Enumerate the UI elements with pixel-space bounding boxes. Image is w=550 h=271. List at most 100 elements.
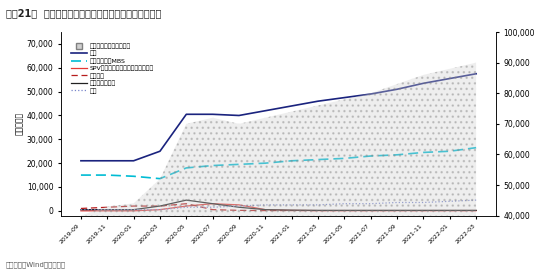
其他 xyxy=(341,202,348,205)
SPV（一级与二级信贷等特殊工具） xyxy=(420,209,427,212)
国债 xyxy=(473,72,480,75)
Line: SPV（一级与二级信贷等特殊工具）: SPV（一级与二级信贷等特殊工具） xyxy=(81,204,476,211)
央行流动性互换 xyxy=(315,209,321,212)
SPV（一级与二级信贷等特殊工具） xyxy=(394,209,400,212)
Legend: 总资产（右轴，亿美元）, 国债, 联邦机构债和MBS, SPV（一级与二级信贷等特殊工具）, 隔夜回购, 央行流动性互换, 其他: 总资产（右轴，亿美元）, 国债, 联邦机构债和MBS, SPV（一级与二级信贷等… xyxy=(69,41,157,96)
SPV（一级与二级信贷等特殊工具） xyxy=(157,208,163,211)
央行流动性互换 xyxy=(341,209,348,212)
其他 xyxy=(130,208,137,211)
其他 xyxy=(236,204,243,208)
SPV（一级与二级信贷等特殊工具） xyxy=(288,209,295,212)
国债 xyxy=(210,113,216,116)
隔夜回购 xyxy=(394,209,400,212)
Line: 隔夜回购: 隔夜回购 xyxy=(81,204,476,211)
其他 xyxy=(473,198,480,202)
隔夜回购 xyxy=(341,209,348,212)
国债 xyxy=(130,159,137,162)
隔夜回购 xyxy=(447,209,453,212)
央行流动性互换 xyxy=(210,202,216,205)
Line: 央行流动性互换: 央行流动性互换 xyxy=(81,200,476,210)
SPV（一级与二级信贷等特殊工具） xyxy=(341,209,348,212)
隔夜回购 xyxy=(104,206,111,209)
SPV（一级与二级信贷等特殊工具） xyxy=(367,209,374,212)
联邦机构债和MBS xyxy=(183,166,190,170)
隔夜回购 xyxy=(157,204,163,208)
国债 xyxy=(341,96,348,99)
国债 xyxy=(236,114,243,117)
央行流动性互换 xyxy=(183,198,190,202)
联邦机构债和MBS xyxy=(447,150,453,153)
联邦机构债和MBS xyxy=(210,164,216,167)
其他 xyxy=(288,203,295,207)
央行流动性互换 xyxy=(420,209,427,212)
央行流动性互换 xyxy=(157,204,163,208)
国债 xyxy=(315,99,321,103)
其他 xyxy=(315,203,321,207)
国债 xyxy=(447,77,453,80)
隔夜回购 xyxy=(262,209,268,212)
央行流动性互换 xyxy=(262,208,268,211)
联邦机构债和MBS xyxy=(262,162,268,165)
其他 xyxy=(447,200,453,203)
国债 xyxy=(420,82,427,85)
国债 xyxy=(104,159,111,162)
Line: 国债: 国债 xyxy=(81,74,476,161)
其他 xyxy=(420,201,427,204)
央行流动性互换 xyxy=(288,208,295,212)
其他 xyxy=(183,206,190,209)
其他 xyxy=(78,208,84,211)
其他 xyxy=(367,202,374,205)
Text: 资料来源：Wind，华泰研究: 资料来源：Wind，华泰研究 xyxy=(6,262,65,268)
央行流动性互换 xyxy=(473,209,480,212)
国债 xyxy=(394,88,400,91)
联邦机构债和MBS xyxy=(394,153,400,156)
国债 xyxy=(183,113,190,116)
SPV（一级与二级信贷等特殊工具） xyxy=(183,204,190,208)
SPV（一级与二级信贷等特殊工具） xyxy=(210,202,216,205)
隔夜回购 xyxy=(210,208,216,211)
联邦机构债和MBS xyxy=(420,151,427,154)
联邦机构债和MBS xyxy=(130,175,137,178)
其他 xyxy=(210,206,216,209)
SPV（一级与二级信贷等特殊工具） xyxy=(130,209,137,212)
SPV（一级与二级信贷等特殊工具） xyxy=(78,209,84,212)
隔夜回购 xyxy=(473,209,480,212)
国债 xyxy=(288,104,295,108)
央行流动性互换 xyxy=(130,208,137,211)
联邦机构债和MBS xyxy=(367,154,374,158)
隔夜回购 xyxy=(315,209,321,212)
Line: 其他: 其他 xyxy=(81,200,476,210)
SPV（一级与二级信贷等特殊工具） xyxy=(262,208,268,211)
联邦机构债和MBS xyxy=(236,163,243,166)
其他 xyxy=(262,203,268,207)
隔夜回购 xyxy=(183,202,190,205)
联邦机构债和MBS xyxy=(473,146,480,149)
联邦机构债和MBS xyxy=(315,158,321,161)
联邦机构债和MBS xyxy=(157,177,163,180)
联邦机构债和MBS xyxy=(78,173,84,177)
国债 xyxy=(262,109,268,112)
国债 xyxy=(367,92,374,96)
国债 xyxy=(78,159,84,162)
SPV（一级与二级信贷等特殊工具） xyxy=(447,209,453,212)
国债 xyxy=(157,150,163,153)
隔夜回购 xyxy=(367,209,374,212)
隔夜回购 xyxy=(130,204,137,208)
央行流动性互换 xyxy=(447,209,453,212)
其他 xyxy=(394,201,400,204)
联邦机构债和MBS xyxy=(341,157,348,160)
央行流动性互换 xyxy=(394,209,400,212)
央行流动性互换 xyxy=(236,206,243,209)
联邦机构债和MBS xyxy=(104,173,111,177)
SPV（一级与二级信贷等特殊工具） xyxy=(473,209,480,212)
SPV（一级与二级信贷等特殊工具） xyxy=(104,209,111,212)
Text: 图表21：  海外流动性总量：美联储资产负债表缓慢扩张: 图表21： 海外流动性总量：美联储资产负债表缓慢扩张 xyxy=(6,8,161,18)
其他 xyxy=(104,208,111,211)
隔夜回购 xyxy=(420,209,427,212)
其他 xyxy=(157,208,163,211)
隔夜回购 xyxy=(236,209,243,212)
隔夜回购 xyxy=(78,207,84,210)
央行流动性互换 xyxy=(104,208,111,211)
央行流动性互换 xyxy=(78,208,84,211)
SPV（一级与二级信贷等特殊工具） xyxy=(236,203,243,207)
